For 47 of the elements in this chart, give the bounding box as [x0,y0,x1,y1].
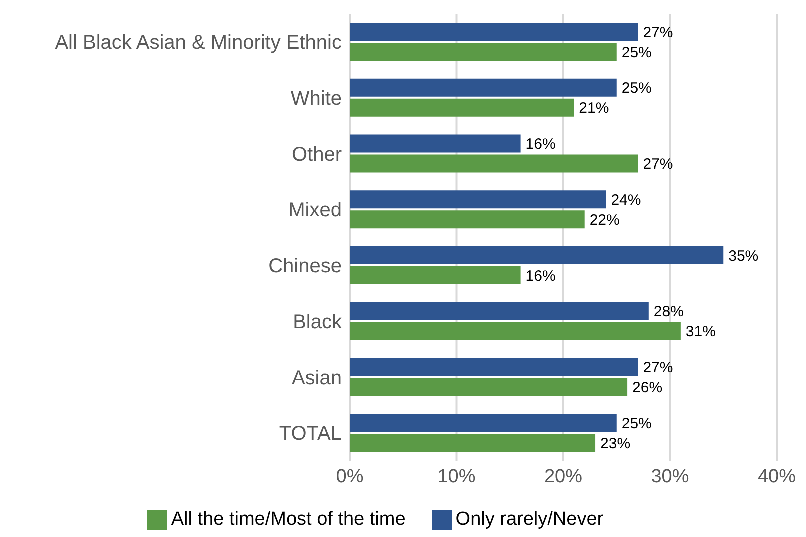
bar [350,154,638,173]
y-tick-label: Other [292,144,342,166]
data-label: 24% [611,192,642,209]
data-label: 27% [643,24,674,42]
bar [350,378,628,396]
data-label: 28% [654,304,684,321]
bar [350,358,638,376]
data-label: 23% [600,435,631,452]
x-tick-label: 30% [651,466,690,488]
y-tick-label: Chinese [268,256,342,278]
x-tick-label: 40% [758,466,796,488]
data-label: 35% [728,248,759,265]
data-label: 26% [632,380,663,397]
data-label: 25% [622,80,652,98]
bar [350,210,585,229]
data-label: 22% [590,212,620,229]
data-label: 27% [643,360,674,377]
bar [350,414,617,432]
data-label: 31% [686,324,716,341]
legend-label: Only rarely/Never [456,509,604,530]
data-label: 16% [526,136,556,154]
bar [350,98,574,117]
bar [350,190,606,209]
data-label: 25% [622,415,652,432]
bar [350,322,681,340]
bar [350,266,521,284]
y-tick-label: Black [293,311,343,334]
x-tick-label: 10% [438,466,476,488]
data-label: 21% [579,100,610,118]
x-tick-label: 0% [336,466,364,488]
y-tick-label: All Black Asian & Minority Ethnic [55,32,342,54]
bar [350,78,617,97]
y-tick-label: White [290,88,342,110]
bar [350,22,638,41]
bar [350,134,521,153]
y-tick-label: Mixed [288,200,342,222]
data-label: 16% [526,268,556,285]
x-tick-label: 20% [544,466,583,488]
data-label: 25% [622,44,652,62]
y-tick-label: Asian [292,367,342,390]
bar [350,42,617,61]
legend-label: All the time/Most of the time [171,509,406,530]
bar [350,434,596,452]
bar [350,302,649,320]
y-tick-label: TOTAL [279,423,342,446]
bar [350,246,724,264]
data-label: 27% [643,156,674,174]
